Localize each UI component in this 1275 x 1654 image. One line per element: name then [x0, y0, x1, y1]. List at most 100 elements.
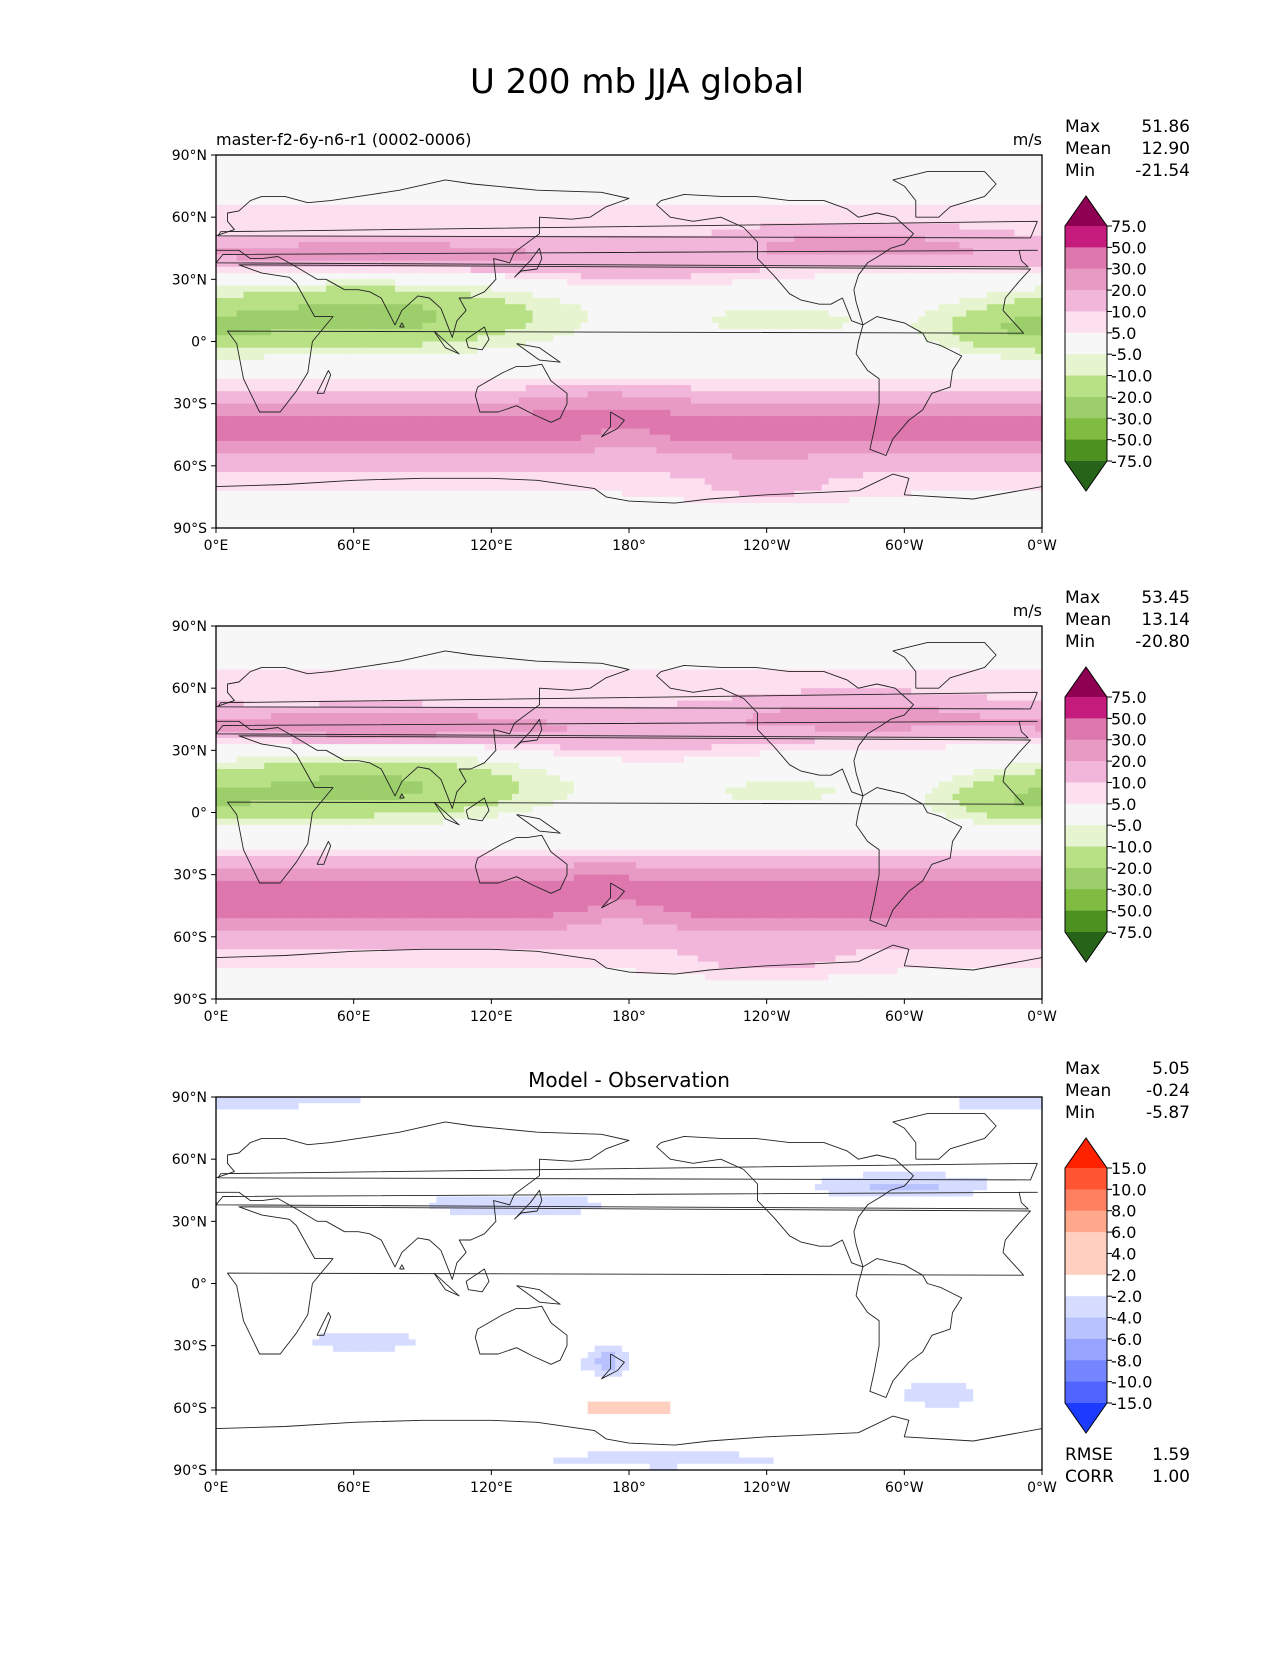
contour-cell [395, 217, 402, 224]
contour-cell [484, 199, 491, 206]
contour-cell [292, 217, 299, 224]
contour-cell [636, 155, 643, 162]
contour-cell [560, 230, 567, 237]
contour-cell [891, 223, 898, 230]
contour-cell [663, 180, 670, 187]
contour-cell [767, 230, 774, 237]
contour-cell [794, 180, 801, 187]
contour-cell [471, 161, 478, 168]
contour-cell [712, 161, 719, 168]
contour-cell [512, 180, 519, 187]
contour-cell [450, 192, 457, 199]
contour-cell [333, 223, 340, 230]
contour-cell [622, 167, 629, 174]
contour-cell [953, 230, 960, 237]
contour-cell [1021, 180, 1028, 187]
contour-cell [333, 155, 340, 162]
contour-cell [822, 192, 829, 199]
contour-cell [822, 180, 829, 187]
contour-cell [925, 205, 932, 212]
contour-cell [519, 205, 526, 212]
contour-cell [677, 230, 684, 237]
contour-cell [760, 205, 767, 212]
contour-cell [347, 161, 354, 168]
contour-cell [650, 211, 657, 218]
contour-cell [416, 155, 423, 162]
contour-cell [533, 180, 540, 187]
contour-cell [512, 161, 519, 168]
contour-cell [884, 167, 891, 174]
contour-cell [959, 167, 966, 174]
contour-cell [250, 167, 257, 174]
contour-cell [244, 186, 251, 193]
contour-cell [657, 174, 664, 181]
contour-cell [739, 192, 746, 199]
contour-cell [815, 192, 822, 199]
contour-cell [746, 167, 753, 174]
contour-cell [870, 186, 877, 193]
contour-cell [429, 155, 436, 162]
contour-cell [319, 174, 326, 181]
contour-cell [409, 217, 416, 224]
contour-cell [292, 161, 299, 168]
contour-cell [326, 192, 333, 199]
contour-cell [367, 155, 374, 162]
contour-cell [932, 223, 939, 230]
contour-cell [340, 217, 347, 224]
contour-cell [216, 199, 223, 206]
contour-cell [870, 180, 877, 187]
contour-cell [657, 167, 664, 174]
contour-cell [230, 161, 237, 168]
contour-cell [774, 161, 781, 168]
contour-cell [966, 205, 973, 212]
contour-cell [271, 205, 278, 212]
contour-cell [780, 161, 787, 168]
contour-cell [553, 230, 560, 237]
contour-cell [326, 167, 333, 174]
contour-cell [450, 205, 457, 212]
contour-cell [939, 205, 946, 212]
contour-cell [677, 199, 684, 206]
contour-cell [877, 161, 884, 168]
contour-cell [326, 161, 333, 168]
contour-cell [1008, 192, 1015, 199]
contour-cell [815, 180, 822, 187]
contour-cell [684, 230, 691, 237]
contour-cell [1008, 167, 1015, 174]
contour-cell [361, 180, 368, 187]
contour-cell [423, 167, 430, 174]
contour-cell [519, 161, 526, 168]
contour-cell [622, 161, 629, 168]
contour-cell [712, 155, 719, 162]
contour-cell [526, 223, 533, 230]
contour-cell [526, 199, 533, 206]
contour-cell [822, 161, 829, 168]
contour-cell [443, 161, 450, 168]
contour-cell [615, 230, 622, 237]
contour-cell [374, 161, 381, 168]
contour-cell [402, 161, 409, 168]
contour-cell [443, 192, 450, 199]
contour-cell [361, 186, 368, 193]
contour-cell [312, 205, 319, 212]
contour-cell [257, 155, 264, 162]
contour-cell [457, 230, 464, 237]
contour-cell [540, 167, 547, 174]
contour-cell [911, 180, 918, 187]
contour-cell [732, 192, 739, 199]
contour-cell [361, 174, 368, 181]
contour-cell [374, 230, 381, 237]
contour-cell [739, 155, 746, 162]
contour-cell [388, 155, 395, 162]
contour-cell [1021, 155, 1028, 162]
contour-cell [629, 217, 636, 224]
contour-cell [815, 205, 822, 212]
contour-cell [340, 174, 347, 181]
contour-cell [1021, 211, 1028, 218]
contour-cell [230, 167, 237, 174]
contour-cell [643, 230, 650, 237]
contour-cell [560, 199, 567, 206]
contour-cell [739, 161, 746, 168]
contour-cell [856, 217, 863, 224]
contour-cell [925, 223, 932, 230]
